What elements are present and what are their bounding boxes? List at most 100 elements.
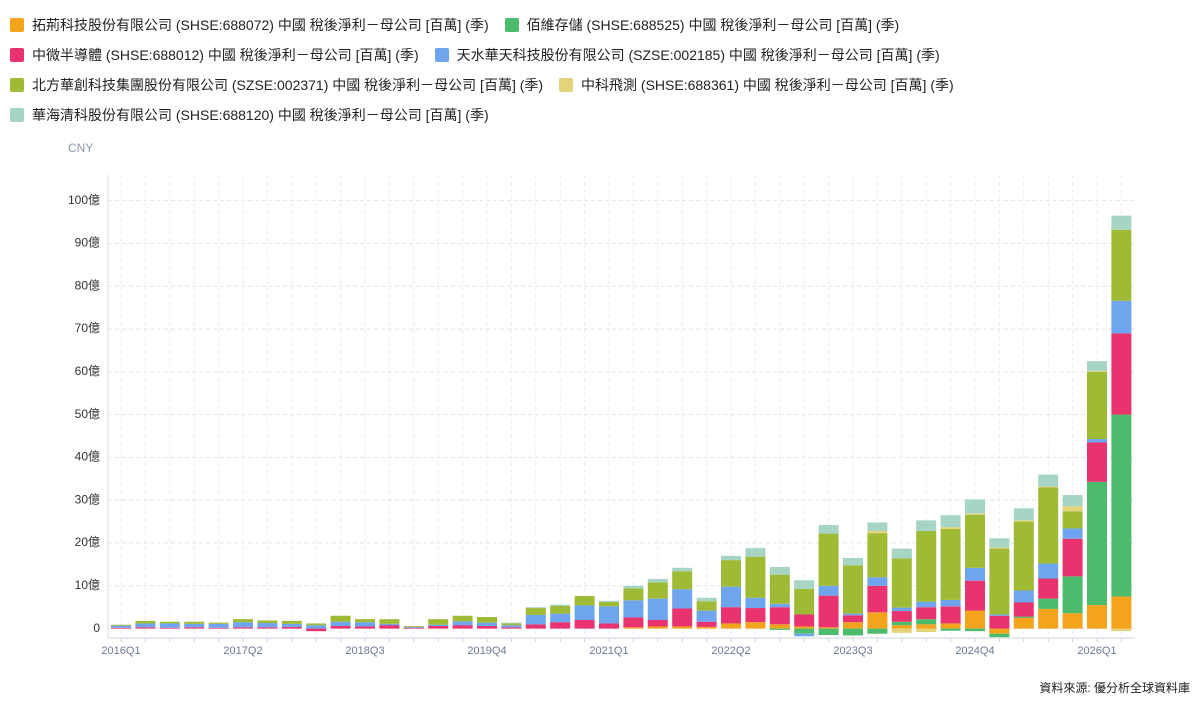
- bar-segment: [891, 628, 912, 633]
- bar-segment: [257, 627, 278, 629]
- bar-segment: [696, 626, 717, 629]
- bar-segment: [159, 621, 180, 624]
- legend-item[interactable]: 中微半導體 (SHSE:688012) 中國 稅後淨利－母公司 [百萬] (季): [10, 40, 419, 70]
- bar-segment: [306, 625, 327, 629]
- bar-segment: [501, 623, 522, 626]
- bar-segment: [769, 574, 790, 604]
- legend-item[interactable]: 天水華天科技股份有限公司 (SZSE:002185) 中國 稅後淨利－母公司 […: [434, 40, 940, 70]
- bar-segment: [965, 567, 985, 581]
- y-tick-label: 40億: [75, 450, 100, 464]
- bar-segment: [525, 624, 546, 629]
- bar-segment: [769, 624, 790, 629]
- bar-segment: [599, 623, 619, 629]
- bar-segment: [1111, 229, 1132, 301]
- bar-segment: [1111, 628, 1132, 632]
- legend-swatch: [10, 48, 24, 62]
- bar-segment: [574, 620, 595, 629]
- bar-segment: [1087, 370, 1107, 372]
- source: 資料來源: 優分析全球資料庫: [1039, 680, 1190, 695]
- bar-segment: [867, 522, 888, 532]
- bar-segment: [940, 527, 961, 529]
- bar-segment: [1111, 215, 1132, 230]
- legend: 拓荊科技股份有限公司 (SHSE:688072) 中國 稅後淨利－母公司 [百萬…: [10, 10, 970, 130]
- bar-segment: [940, 599, 961, 607]
- bar-segment: [623, 588, 644, 601]
- legend-item[interactable]: 華海清科股份有限公司 (SHSE:688120) 中國 稅後淨利－母公司 [百萬…: [10, 100, 489, 130]
- bar-segment: [477, 626, 497, 629]
- legend-label: 佰維存儲 (SHSE:688525) 中國 稅後淨利－母公司 [百萬] (季): [526, 17, 900, 33]
- legend-label: 中科飛測 (SHSE:688361) 中國 稅後淨利－母公司 [百萬] (季): [581, 77, 954, 93]
- bar-segment: [1111, 596, 1132, 629]
- bar-segment: [355, 619, 375, 623]
- bar-segment: [843, 622, 863, 629]
- bar-segment: [111, 624, 131, 626]
- bar-segment: [867, 585, 888, 613]
- bar-segment: [965, 514, 985, 568]
- bar-segment: [647, 598, 668, 621]
- bar-segment: [696, 621, 717, 627]
- bar-segment: [916, 628, 937, 633]
- bar-segment: [843, 628, 863, 636]
- bar-segment: [330, 626, 351, 629]
- legend-swatch: [559, 78, 574, 92]
- legend-item[interactable]: 中科飛測 (SHSE:688361) 中國 稅後淨利－母公司 [百萬] (季): [559, 70, 954, 100]
- bar-segment: [745, 597, 766, 609]
- bar-segment: [208, 622, 229, 624]
- bar-segment: [769, 607, 790, 625]
- bar-segment: [916, 601, 937, 608]
- bar-segment: [1013, 590, 1034, 603]
- bar-segment: [769, 603, 790, 608]
- x-tick-label: 2016Q1: [101, 645, 140, 657]
- bar-segment: [623, 617, 644, 628]
- y-tick-label: 30億: [75, 492, 100, 506]
- bar-segment: [818, 627, 839, 629]
- legend-item[interactable]: 佰維存儲 (SHSE:688525) 中國 稅後淨利－母公司 [百萬] (季): [504, 10, 900, 40]
- bar-segment: [525, 608, 546, 615]
- bar-segment: [501, 625, 522, 628]
- bar-segment: [1062, 528, 1083, 539]
- bar-segment: [1111, 300, 1132, 334]
- bar-segment: [989, 538, 1010, 548]
- bar-segment: [306, 628, 327, 632]
- bar-segment: [672, 608, 693, 627]
- bar-segment: [672, 589, 693, 609]
- bar-segment: [891, 548, 912, 559]
- x-tick-label: 2019Q4: [467, 645, 506, 657]
- bar-segment: [1013, 617, 1034, 629]
- bar-segment: [647, 620, 668, 627]
- bar-segment: [843, 557, 863, 566]
- bar-segment: [745, 622, 766, 629]
- y-tick-label: 70億: [75, 321, 100, 335]
- bar-segment: [794, 626, 815, 629]
- bar-segment: [1038, 563, 1059, 579]
- bar-segment: [403, 626, 424, 628]
- y-tick-label: 10億: [75, 578, 100, 592]
- bar-segment: [794, 633, 815, 637]
- bar-segment: [745, 608, 766, 623]
- bar-segment: [867, 531, 888, 534]
- bar-segment: [355, 626, 375, 629]
- bar-segment: [135, 627, 156, 629]
- bar-segment: [647, 578, 668, 583]
- bar-segment: [965, 628, 985, 632]
- bar-segment: [428, 619, 449, 625]
- bar-segment: [281, 623, 302, 627]
- bar-segment: [696, 610, 717, 622]
- bar-segment: [843, 565, 863, 614]
- bar-segment: [428, 624, 449, 627]
- bar-segment: [330, 615, 351, 622]
- y-tick-label: 90億: [75, 236, 100, 250]
- bar-segment: [989, 628, 1010, 634]
- bar-segment: [403, 626, 424, 627]
- bar-segment: [891, 611, 912, 622]
- bar-segment: [891, 607, 912, 612]
- legend-item[interactable]: 北方華創科技集團股份有限公司 (SZSE:002371) 中國 稅後淨利－母公司…: [10, 70, 543, 100]
- bar-segment: [233, 627, 253, 629]
- bar-segment: [208, 627, 229, 629]
- legend-item[interactable]: 拓荊科技股份有限公司 (SHSE:688072) 中國 稅後淨利－母公司 [百萬…: [10, 10, 489, 40]
- bar-segment: [769, 628, 790, 630]
- legend-label: 拓荊科技股份有限公司 (SHSE:688072) 中國 稅後淨利－母公司 [百萬…: [32, 17, 489, 33]
- bar-segment: [1038, 487, 1059, 564]
- bar-segment: [452, 621, 473, 626]
- bar-segment: [989, 614, 1010, 616]
